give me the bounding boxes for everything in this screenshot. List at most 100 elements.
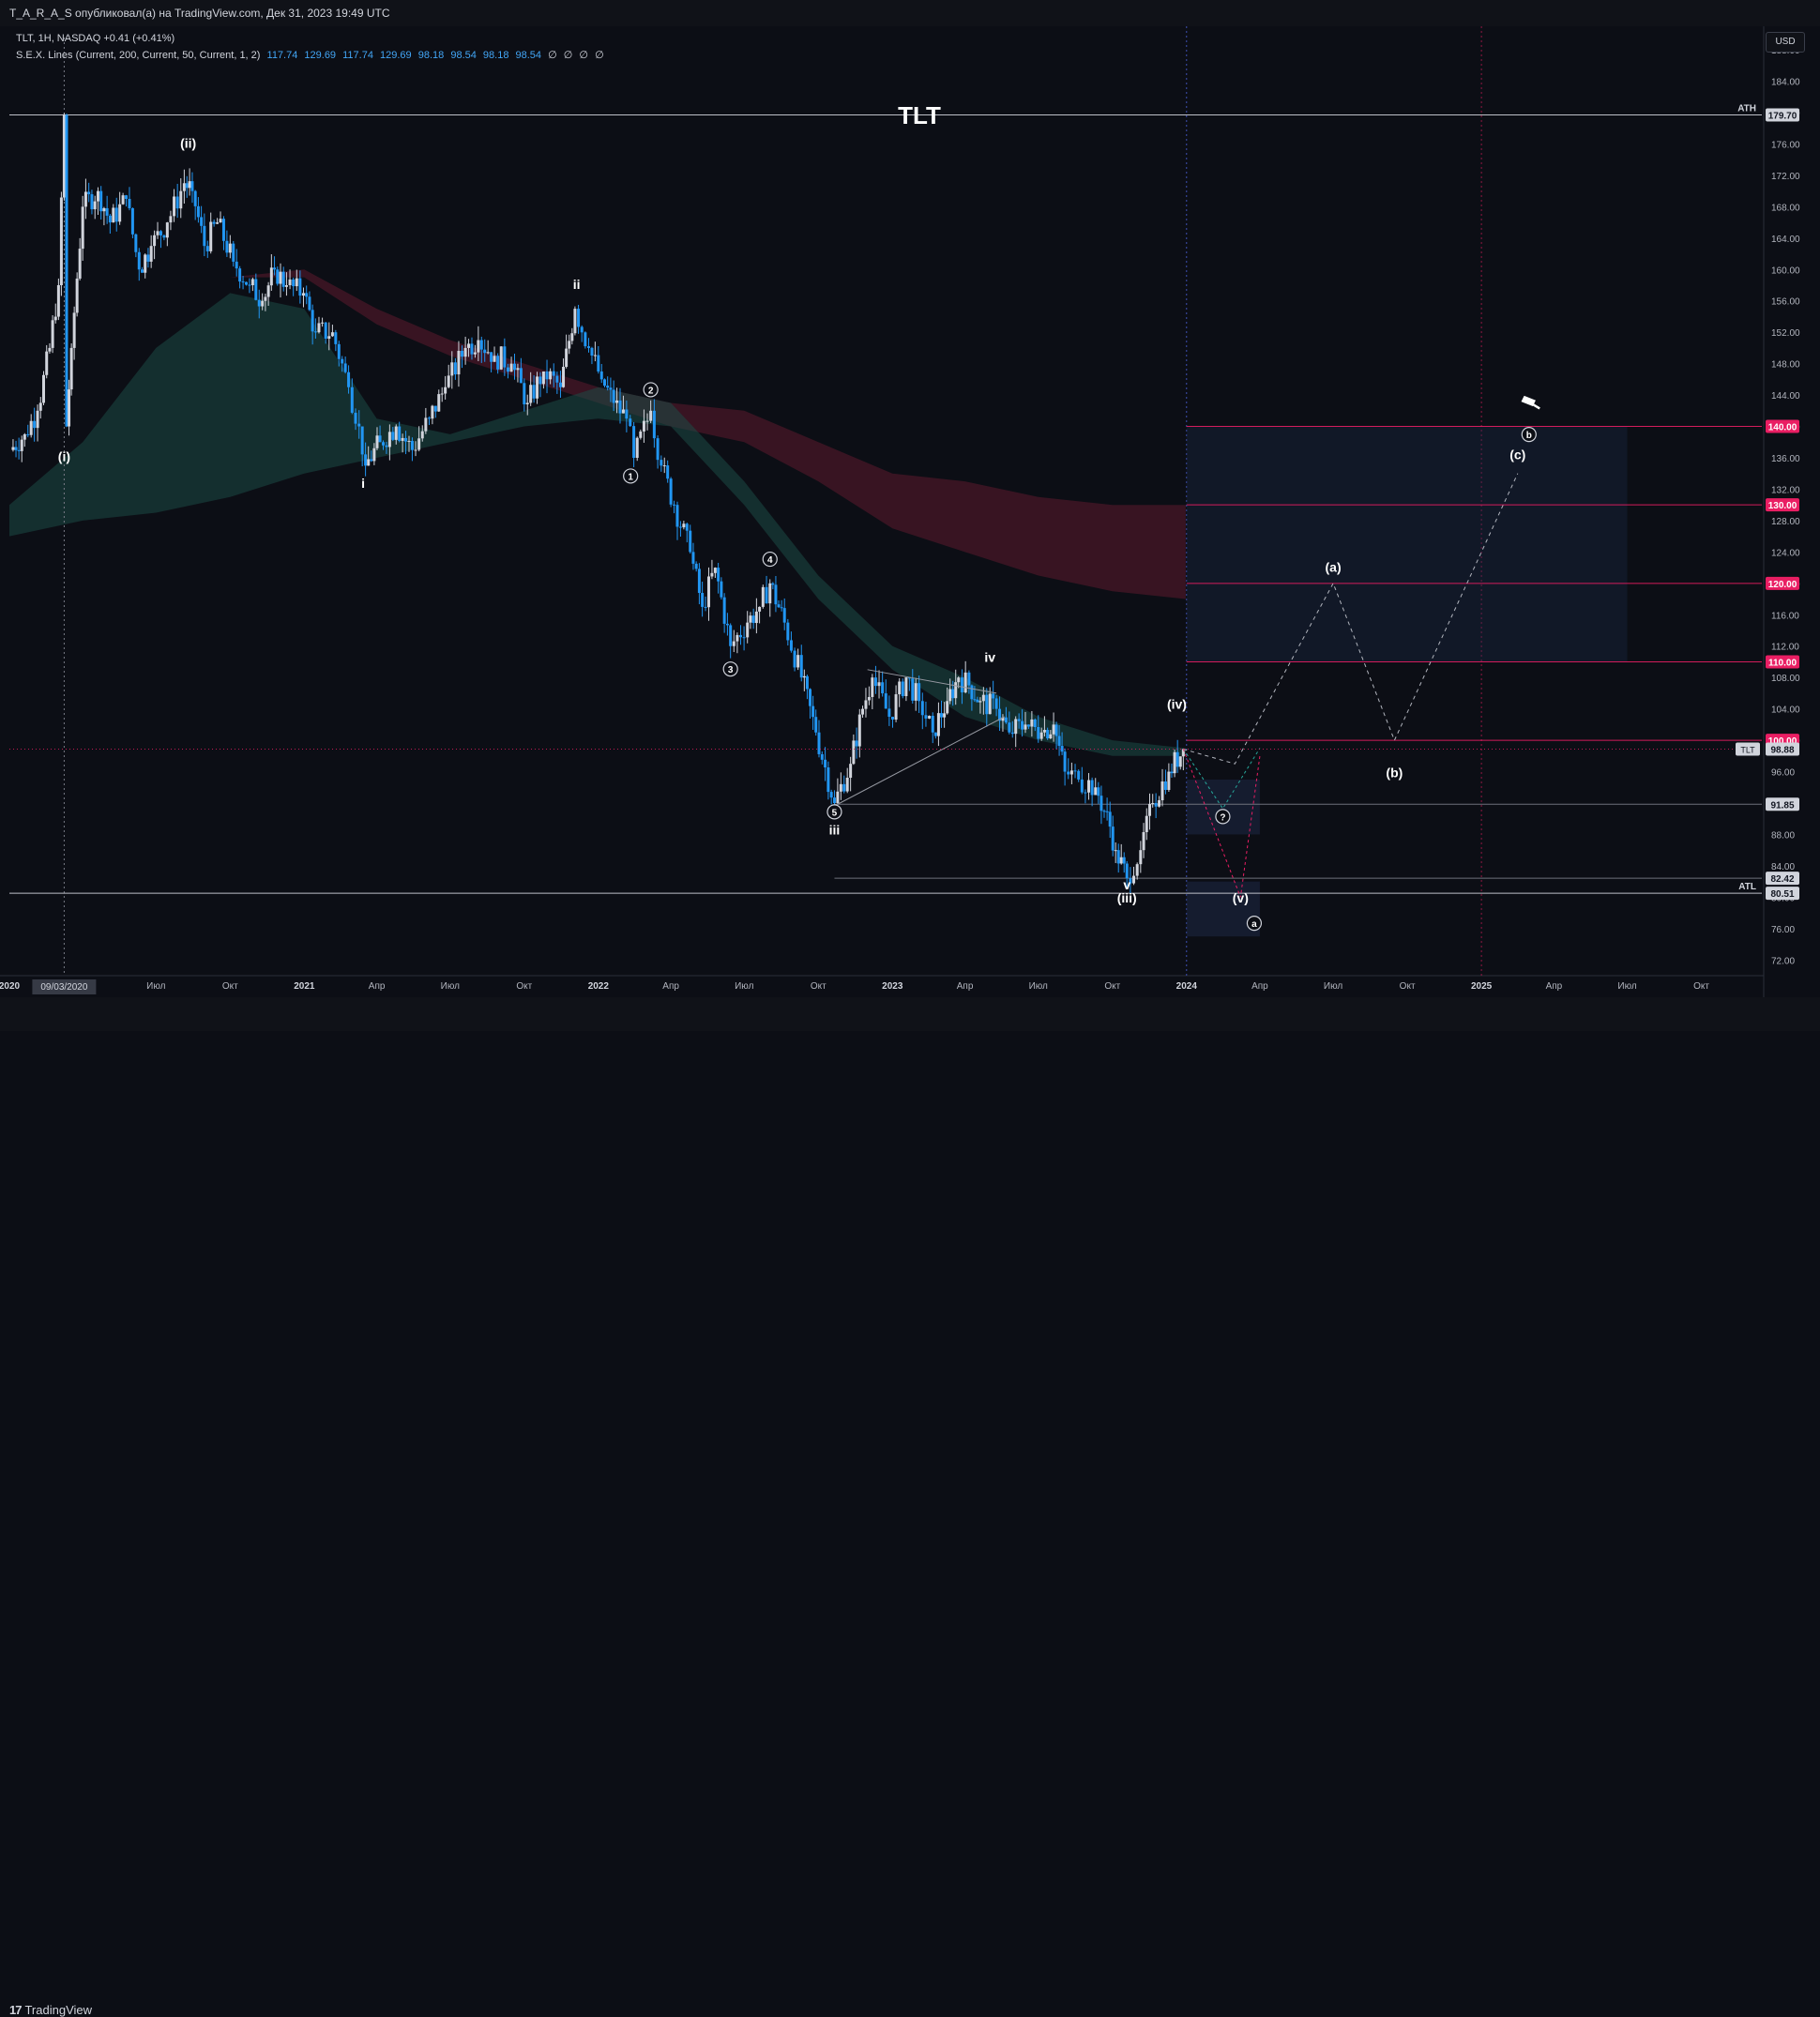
ma-band-red <box>9 269 1186 599</box>
candle-body <box>341 358 344 364</box>
candle-body <box>1001 717 1005 721</box>
candle-body <box>1160 781 1164 801</box>
candle-body <box>861 708 865 715</box>
currency-button[interactable]: USD <box>1766 32 1805 53</box>
candle-body <box>453 362 457 375</box>
candle-body <box>45 351 49 375</box>
x-tick-label: Окт <box>222 981 238 992</box>
candle-body <box>470 343 474 355</box>
candle-body <box>967 672 971 686</box>
y-tick-label: 88.00 <box>1771 830 1795 841</box>
wave-label: (ii) <box>180 136 196 151</box>
price-chart[interactable]: 188.00184.00180.00176.00172.00168.00164.… <box>0 26 1820 997</box>
candle-body <box>330 332 334 337</box>
candle-body <box>998 708 1002 721</box>
candle-body <box>701 593 705 607</box>
indicator-value: 98.54 <box>515 50 542 61</box>
candle-body <box>159 231 162 235</box>
candle-body <box>87 191 91 195</box>
candle-body <box>1158 800 1161 807</box>
candle-body <box>1008 722 1011 733</box>
indicator-null: ∅ <box>563 50 573 61</box>
tradingview-logo[interactable]: 17 TradingView <box>9 2003 92 2017</box>
candle-body <box>609 387 613 390</box>
candle-body <box>652 410 656 439</box>
x-tick-label: Апр <box>1546 981 1563 992</box>
x-tick-label: 2022 <box>588 981 610 992</box>
wave-label: (a) <box>1326 559 1342 574</box>
level-price-label: 120.00 <box>1768 580 1797 590</box>
candle-body <box>994 698 998 709</box>
candle-body <box>112 207 115 223</box>
wave-label: (c) <box>1509 447 1525 463</box>
candle-body <box>367 459 371 466</box>
wave-label: (v) <box>1233 890 1249 905</box>
candle-body <box>250 279 254 285</box>
candle-body <box>273 267 277 270</box>
candle-body <box>749 615 752 623</box>
candle-body <box>914 683 918 701</box>
candle-body <box>149 246 153 262</box>
candle-body <box>746 622 750 638</box>
candle-body <box>190 181 194 191</box>
symbol-legend[interactable]: TLT, 1H, NASDAQ +0.41 (+0.41%) <box>16 33 174 44</box>
x-tick-label: Июл <box>735 981 753 992</box>
candle-body <box>992 693 995 699</box>
candle-body <box>417 438 421 450</box>
candle-body <box>682 523 686 528</box>
candle-body <box>599 371 603 380</box>
candle-body <box>216 222 220 224</box>
candle-body <box>56 285 60 317</box>
candle-body <box>241 281 245 283</box>
candle-body <box>523 383 526 404</box>
candle-body <box>615 400 619 403</box>
candle-body <box>372 447 376 462</box>
publish-info: T_A_R_A_S опубликовал(а) на TradingView.… <box>9 7 390 20</box>
level-tag: ATH <box>1737 104 1756 114</box>
candle-body <box>536 376 539 399</box>
wave-label: 3 <box>728 665 734 675</box>
candle-body <box>420 431 424 439</box>
candle-body <box>697 569 701 594</box>
candle-body <box>541 372 545 385</box>
candle-body <box>1129 878 1132 884</box>
x-tick-label: 2023 <box>882 981 903 992</box>
candle-body <box>532 385 536 399</box>
candle-body <box>1116 850 1120 864</box>
candle-body <box>849 764 853 779</box>
candle-body <box>1037 727 1040 739</box>
candle-body <box>364 454 368 466</box>
candle-body <box>973 699 977 701</box>
y-tick-label: 132.00 <box>1771 485 1800 495</box>
candle-body <box>725 623 729 626</box>
candle-body <box>771 583 775 585</box>
candle-body <box>1108 811 1112 827</box>
candle-body <box>768 583 772 604</box>
level-price-label: 91.85 <box>1770 800 1794 811</box>
candle-body <box>266 285 270 297</box>
y-tick-label: 156.00 <box>1771 297 1800 308</box>
publish-header: T_A_R_A_S опубликовал(а) на TradingView.… <box>0 0 1820 26</box>
level-price-label: 82.42 <box>1770 874 1794 885</box>
candle-body <box>232 243 235 262</box>
candle-body <box>660 460 663 466</box>
candle-body <box>26 433 30 435</box>
candle-body <box>552 371 555 376</box>
candle-body <box>656 438 660 461</box>
candle-body <box>742 637 746 639</box>
candle-body <box>311 310 314 332</box>
y-tick-label: 72.00 <box>1771 956 1795 966</box>
candle-body <box>105 207 109 216</box>
x-tick-label: Июл <box>1324 981 1342 992</box>
candle-body <box>512 363 516 371</box>
candle-body <box>414 449 417 451</box>
candle-body <box>738 634 742 638</box>
price-change: +0.41 (+0.41%) <box>103 33 175 44</box>
footer-bar: 17 TradingView <box>0 997 1820 2017</box>
y-tick-label: 136.00 <box>1771 454 1800 464</box>
indicator-legend[interactable]: S.E.X. Lines (Current, 200, Current, 50,… <box>16 49 604 61</box>
y-tick-label: 172.00 <box>1771 172 1800 182</box>
candle-body <box>867 696 871 701</box>
x-tick-label: Окт <box>1104 981 1120 992</box>
candle-body <box>602 379 606 387</box>
